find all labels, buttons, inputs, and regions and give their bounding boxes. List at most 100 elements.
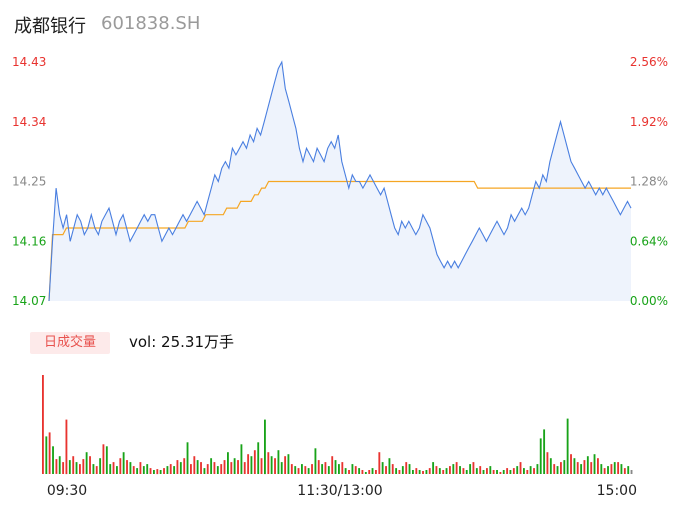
volume-bar bbox=[405, 462, 408, 474]
volume-bar bbox=[105, 446, 108, 474]
volume-bar bbox=[543, 429, 546, 474]
volume-bar bbox=[102, 444, 105, 474]
volume-bar bbox=[324, 462, 327, 474]
volume-bar bbox=[89, 456, 91, 474]
volume-bar bbox=[475, 468, 478, 474]
volume-bar bbox=[68, 460, 71, 474]
volume-bar bbox=[573, 458, 576, 474]
volume-bar bbox=[260, 458, 263, 474]
volume-bar bbox=[381, 462, 384, 474]
volume-bar bbox=[274, 458, 276, 474]
volume-bar bbox=[469, 464, 472, 474]
volume-bar bbox=[119, 458, 122, 474]
volume-bar bbox=[378, 452, 381, 474]
volume-bar bbox=[126, 460, 128, 474]
volume-bar bbox=[176, 460, 179, 474]
volume-bar bbox=[72, 456, 75, 474]
volume-bar bbox=[159, 470, 162, 474]
volume-bar bbox=[623, 468, 626, 474]
volume-bar bbox=[435, 466, 438, 474]
volume-bar bbox=[566, 418, 569, 474]
volume-bar bbox=[112, 462, 115, 474]
volume-bar bbox=[449, 466, 451, 474]
volume-bar bbox=[311, 464, 313, 474]
volume-bar bbox=[539, 438, 542, 474]
volume-bar bbox=[364, 472, 367, 474]
volume-bar bbox=[267, 452, 270, 474]
volume-bar bbox=[496, 470, 498, 474]
volume-bar bbox=[213, 462, 216, 474]
volume-bar bbox=[331, 456, 334, 474]
volume-bar bbox=[297, 468, 300, 474]
volume-bar bbox=[502, 470, 505, 474]
volume-bar bbox=[388, 458, 391, 474]
volume-bar bbox=[516, 466, 519, 474]
volume-bar bbox=[179, 462, 182, 474]
volume-bar bbox=[425, 470, 428, 474]
volume-bar bbox=[442, 470, 445, 474]
volume-bar bbox=[247, 454, 250, 474]
volume-bar bbox=[301, 464, 303, 474]
y-tick-label: 14.07 bbox=[12, 294, 46, 308]
volume-bar bbox=[610, 464, 613, 474]
volume-bar bbox=[546, 452, 549, 474]
volume-bar bbox=[533, 468, 535, 474]
volume-bar bbox=[196, 460, 199, 474]
volume-bar bbox=[139, 462, 142, 474]
volume-bar bbox=[146, 464, 149, 474]
volume-bar bbox=[206, 464, 209, 474]
volume-bar bbox=[428, 468, 431, 474]
volume-bar bbox=[216, 466, 219, 474]
volume-bar bbox=[438, 468, 441, 474]
volume-bar bbox=[385, 466, 387, 474]
volume-bar bbox=[563, 460, 566, 474]
volume-bar bbox=[455, 462, 458, 474]
volume-bar bbox=[95, 466, 98, 474]
volume-bar bbox=[132, 466, 135, 474]
volume-bar bbox=[200, 462, 202, 474]
y-right-tick-label: 0.64% bbox=[630, 234, 668, 248]
volume-bar bbox=[166, 466, 169, 474]
volume-bar bbox=[375, 470, 377, 474]
volume-bar bbox=[445, 468, 448, 474]
volume-bar bbox=[253, 450, 256, 474]
volume-tab[interactable]: 日成交量 bbox=[30, 332, 110, 354]
volume-bar bbox=[250, 456, 253, 474]
volume-bar bbox=[129, 462, 132, 474]
volume-bar bbox=[220, 464, 223, 474]
volume-bar bbox=[354, 466, 357, 474]
volume-bar bbox=[472, 462, 475, 474]
volume-bar bbox=[509, 470, 512, 474]
volume-bar bbox=[294, 466, 297, 474]
volume-bar bbox=[603, 468, 606, 474]
volume-bar bbox=[560, 462, 562, 474]
volume-bar bbox=[529, 466, 532, 474]
volume-bar bbox=[75, 462, 78, 474]
x-tick-label: 09:30 bbox=[47, 483, 87, 499]
volume-bar bbox=[183, 458, 186, 474]
y-tick-label: 14.16 bbox=[12, 234, 46, 248]
volume-bar bbox=[210, 458, 213, 474]
volume-bar bbox=[401, 466, 404, 474]
volume-bar bbox=[371, 468, 374, 474]
volume-bar bbox=[122, 452, 125, 474]
volume-bar bbox=[136, 468, 139, 474]
volume-bar bbox=[358, 468, 361, 474]
volume-bar bbox=[391, 464, 394, 474]
volume-bar bbox=[627, 466, 630, 474]
volume-bar bbox=[186, 442, 189, 474]
volume-bar bbox=[526, 470, 529, 474]
volume-bar bbox=[190, 464, 192, 474]
volume-bar bbox=[92, 464, 95, 474]
volume-bar bbox=[499, 472, 502, 474]
y-tick-label: 14.25 bbox=[12, 175, 46, 189]
volume-bar bbox=[344, 468, 347, 474]
volume-bar bbox=[48, 432, 51, 474]
volume-bar bbox=[519, 462, 522, 474]
volume-bar bbox=[452, 464, 455, 474]
volume-bar bbox=[620, 464, 623, 474]
volume-bar bbox=[116, 466, 118, 474]
volume-bar bbox=[233, 458, 236, 474]
volume-bar bbox=[630, 470, 633, 474]
y-right-tick-label: 1.92% bbox=[630, 115, 668, 129]
